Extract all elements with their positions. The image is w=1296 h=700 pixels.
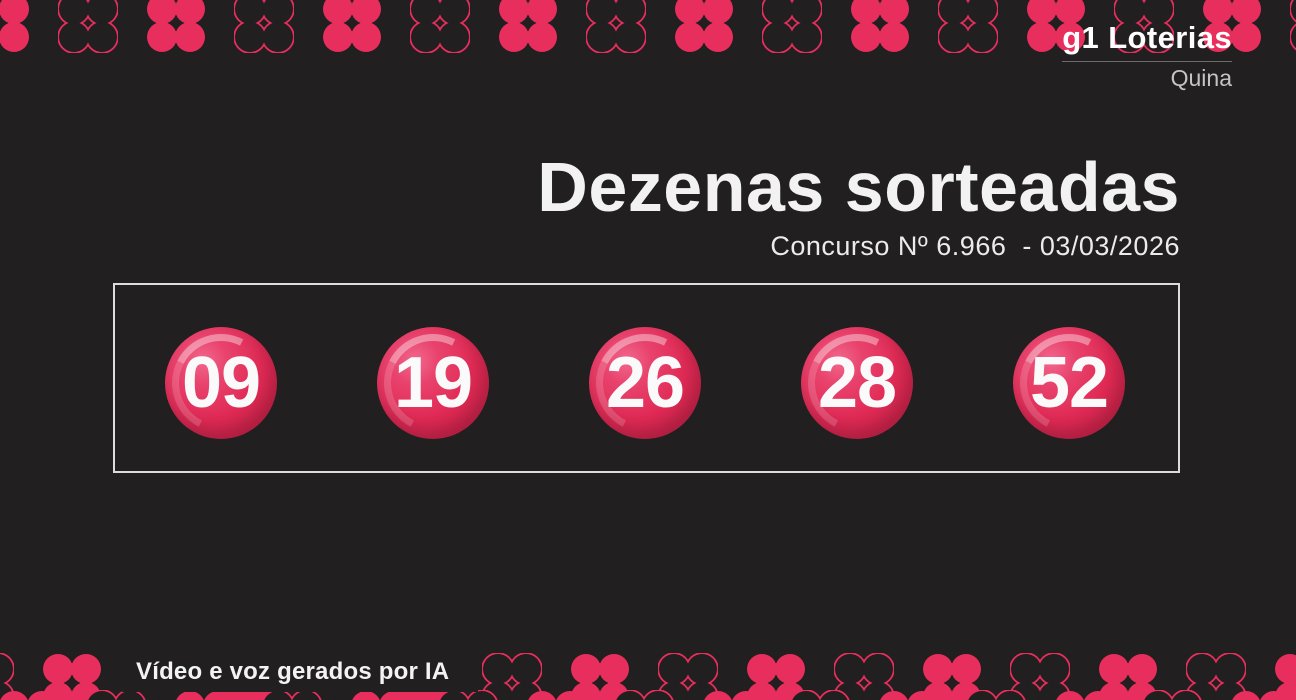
clover-icon bbox=[880, 691, 936, 700]
ball-number-2: 19 bbox=[393, 343, 473, 423]
logo-text: g1 Loterias bbox=[1062, 20, 1232, 55]
ball-number-3: 26 bbox=[605, 343, 685, 423]
clover-icon bbox=[586, 0, 646, 53]
clover-icon bbox=[58, 0, 118, 53]
ai-disclaimer-text: Vídeo e voz gerados por IA bbox=[136, 658, 450, 685]
page-title: Dezenas sorteadas bbox=[537, 148, 1180, 226]
clover-icon bbox=[0, 0, 29, 52]
clover-icon bbox=[747, 654, 805, 700]
clover-icon bbox=[790, 690, 850, 700]
contest-info: Concurso Nº 6.966 - 03/03/2026 bbox=[770, 231, 1180, 262]
clover-icon bbox=[528, 691, 584, 700]
clover-icon bbox=[762, 0, 822, 53]
lottery-ball-5: 52 bbox=[1013, 327, 1125, 439]
clover-icon bbox=[1290, 0, 1296, 51]
clover-icon bbox=[1027, 0, 1085, 52]
clover-icon bbox=[938, 0, 998, 53]
clover-pattern-top bbox=[0, 0, 1296, 53]
clover-icon bbox=[1142, 690, 1202, 700]
results-box: 09 19 26 28 52 bbox=[113, 283, 1180, 473]
lottery-name: Quina bbox=[1170, 65, 1232, 91]
clover-icon bbox=[1275, 654, 1296, 700]
clover-icon bbox=[1099, 654, 1157, 700]
lottery-ball-4: 28 bbox=[801, 327, 913, 439]
ball-number-5: 52 bbox=[1029, 343, 1109, 423]
clover-icon bbox=[0, 691, 56, 700]
clover-icon bbox=[966, 690, 1026, 700]
clover-icon bbox=[352, 691, 408, 700]
logo-divider bbox=[1062, 61, 1232, 62]
clover-icon bbox=[675, 0, 733, 52]
clover-icon bbox=[323, 0, 381, 52]
clover-icon bbox=[704, 691, 760, 700]
clover-icon bbox=[147, 0, 205, 52]
headline-block: Dezenas sorteadas Concurso Nº 6.966 - 03… bbox=[537, 150, 1180, 262]
ai-disclaimer-band: Vídeo e voz gerados por IA bbox=[122, 652, 478, 692]
clover-icon bbox=[1056, 691, 1112, 700]
logo-block: g1 Loterias Quina bbox=[1062, 20, 1232, 91]
lottery-ball-1: 09 bbox=[165, 327, 277, 439]
clover-icon bbox=[851, 0, 909, 52]
clover-icon bbox=[614, 690, 674, 700]
ball-number-1: 09 bbox=[181, 343, 261, 423]
clover-icon bbox=[834, 653, 894, 700]
clover-icon bbox=[1232, 691, 1288, 700]
clover-icon bbox=[1203, 0, 1261, 52]
clover-icon bbox=[176, 691, 232, 700]
clover-icon bbox=[499, 0, 557, 52]
clover-icon bbox=[1114, 0, 1174, 53]
clover-icon bbox=[43, 654, 101, 700]
lottery-ball-2: 19 bbox=[377, 327, 489, 439]
lottery-ball-3: 26 bbox=[589, 327, 701, 439]
clover-icon bbox=[410, 0, 470, 53]
clover-icon bbox=[234, 0, 294, 53]
clover-icon bbox=[571, 654, 629, 700]
ball-number-4: 28 bbox=[817, 343, 897, 423]
